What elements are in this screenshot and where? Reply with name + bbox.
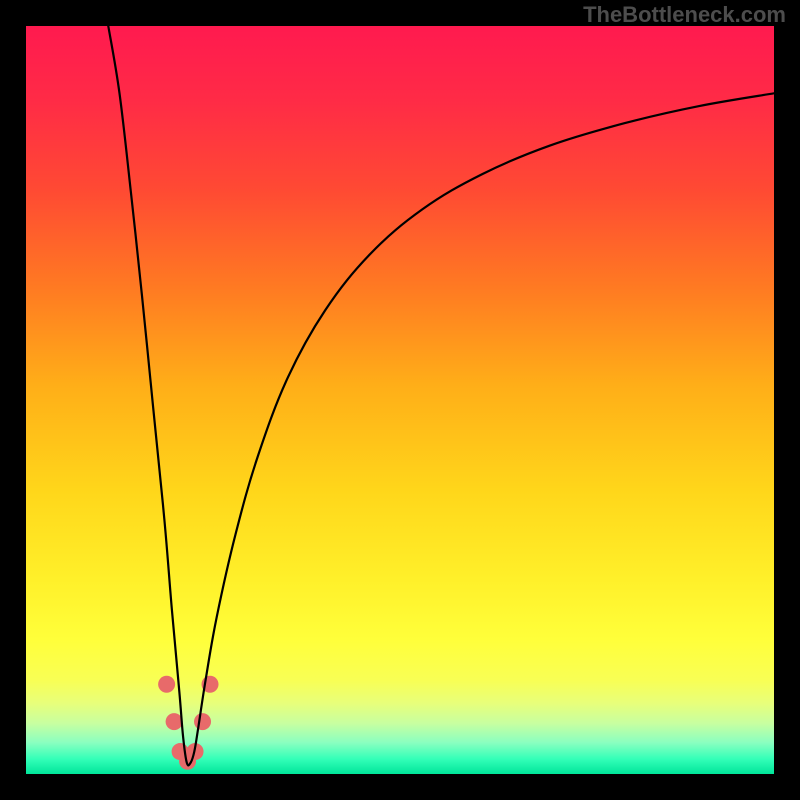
marker-dot [158,676,175,693]
marker-dot [194,713,211,730]
watermark-text: TheBottleneck.com [583,2,786,28]
marker-group [158,676,218,770]
curve-layer [26,26,774,774]
bottleneck-curve [108,26,774,765]
marker-dot [166,713,183,730]
plot-area [26,26,774,774]
